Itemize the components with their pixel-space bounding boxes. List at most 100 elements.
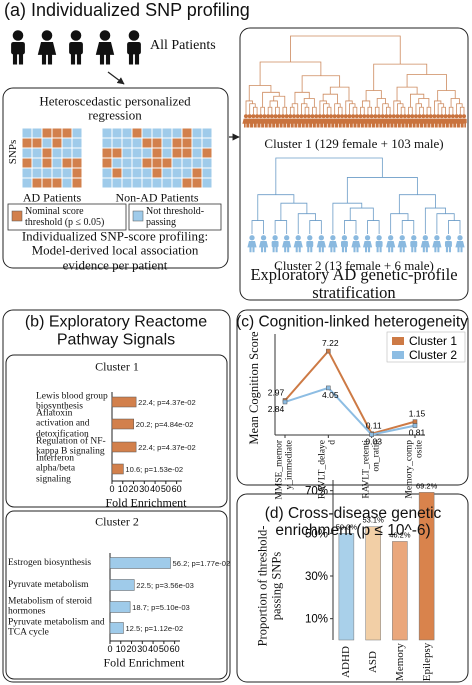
value-label: 0.81 xyxy=(409,428,426,438)
person-leg xyxy=(376,246,379,253)
snp-cell xyxy=(141,167,153,179)
person-icon xyxy=(386,235,396,253)
point-marker xyxy=(369,432,374,437)
dendrogram-link xyxy=(418,98,430,108)
person-leg xyxy=(298,123,300,128)
person-leg xyxy=(423,123,426,128)
person-leg xyxy=(258,123,261,128)
dendrogram-link xyxy=(297,213,316,234)
snp-cell xyxy=(141,137,153,149)
dendrogram-link xyxy=(406,74,447,91)
dendrogram-link xyxy=(426,106,432,114)
person-icon xyxy=(258,235,269,253)
value-label: 53.1% xyxy=(362,516,384,525)
snp-cell xyxy=(111,127,123,139)
person-leg xyxy=(255,123,257,128)
series-line xyxy=(284,386,416,436)
person-head xyxy=(262,114,267,119)
person-leg xyxy=(460,246,463,253)
person-icon xyxy=(306,235,314,253)
person-head xyxy=(353,235,359,241)
snp-cell xyxy=(151,157,163,169)
person-leg xyxy=(305,123,308,128)
category-label: Interferon alpha/beta signaling xyxy=(36,453,76,485)
person-leg xyxy=(99,53,105,65)
person-leg xyxy=(310,123,313,128)
x-tick-label: 60 xyxy=(170,644,180,654)
person-leg xyxy=(408,123,411,128)
person-leg xyxy=(351,123,353,128)
x-tick-label: 30 xyxy=(137,644,147,654)
snp-cell xyxy=(101,137,113,149)
legend-label: Nominal score threshold (p ≤ 0.05) xyxy=(25,206,105,228)
point-marker xyxy=(326,385,331,391)
x-tick-label: ADHD xyxy=(340,646,353,678)
regression-title: Heteroscedastic personalized regression xyxy=(39,93,191,123)
person-leg xyxy=(449,123,452,128)
snp-cell xyxy=(121,167,133,179)
person-icon xyxy=(69,30,83,65)
person-leg xyxy=(347,123,350,128)
person-icon xyxy=(282,235,292,253)
stratification-text: Exploratory AD genetic-profile stratific… xyxy=(250,264,458,302)
snp-cell xyxy=(21,137,33,149)
person-leg xyxy=(279,123,282,128)
snp-cell xyxy=(131,127,143,139)
person-head xyxy=(258,114,263,119)
person-head xyxy=(318,235,324,241)
person-body xyxy=(386,240,396,248)
person-leg xyxy=(445,123,448,128)
person-head xyxy=(458,114,463,119)
person-icon xyxy=(432,235,442,253)
snp-cell xyxy=(161,157,173,169)
snp-cell xyxy=(151,127,163,139)
person-leg xyxy=(272,123,274,128)
person-leg xyxy=(417,123,420,128)
dendrogram-link xyxy=(345,100,353,114)
person-icon xyxy=(455,235,465,253)
person-leg xyxy=(391,123,394,128)
dendrogram-link xyxy=(301,103,308,114)
dendrogram-link xyxy=(419,106,424,114)
person-leg xyxy=(402,246,405,253)
profiling-text: Individualized SNP-score profiling: Mode… xyxy=(21,228,209,273)
legend-box xyxy=(128,203,222,231)
person-leg xyxy=(294,123,297,128)
snp-cell xyxy=(31,137,43,149)
snp-cell xyxy=(151,137,163,149)
y-axis-label: Mean Cognition Score xyxy=(247,331,262,445)
person-leg xyxy=(47,53,53,65)
x-tick-label: 20 xyxy=(129,484,139,494)
snp-cell xyxy=(101,167,113,179)
person-head xyxy=(445,235,452,241)
dendrogram-link xyxy=(456,103,463,114)
person-leg xyxy=(342,123,345,128)
dendrogram-link xyxy=(376,98,386,108)
cluster-1-box xyxy=(5,354,228,508)
value-label: 2.97 xyxy=(268,387,285,397)
value-label: 4.05 xyxy=(322,390,339,400)
person-leg xyxy=(411,246,414,253)
value-label: 0.11 xyxy=(366,421,382,431)
x-tick-label: Epilepsy xyxy=(420,642,433,682)
snp-cell xyxy=(141,147,153,159)
snp-cell xyxy=(21,167,33,179)
person-leg xyxy=(299,123,302,128)
snp-cell xyxy=(51,157,63,169)
snp-cell xyxy=(161,177,173,189)
person-leg xyxy=(266,123,268,128)
dendrogram-link xyxy=(323,103,330,114)
person-head xyxy=(341,235,348,241)
person-leg xyxy=(18,53,24,65)
snp-cell xyxy=(171,137,183,149)
person-leg xyxy=(453,123,455,128)
dendrogram-link xyxy=(349,103,356,114)
dendrogram-link xyxy=(249,103,256,114)
person-leg xyxy=(375,123,378,128)
snp-cell xyxy=(191,147,203,159)
value-label: 22.5; p=3.56e-03 xyxy=(136,581,194,590)
snp-cell xyxy=(131,177,143,189)
person-body xyxy=(461,118,467,124)
snp-cell xyxy=(51,127,63,139)
